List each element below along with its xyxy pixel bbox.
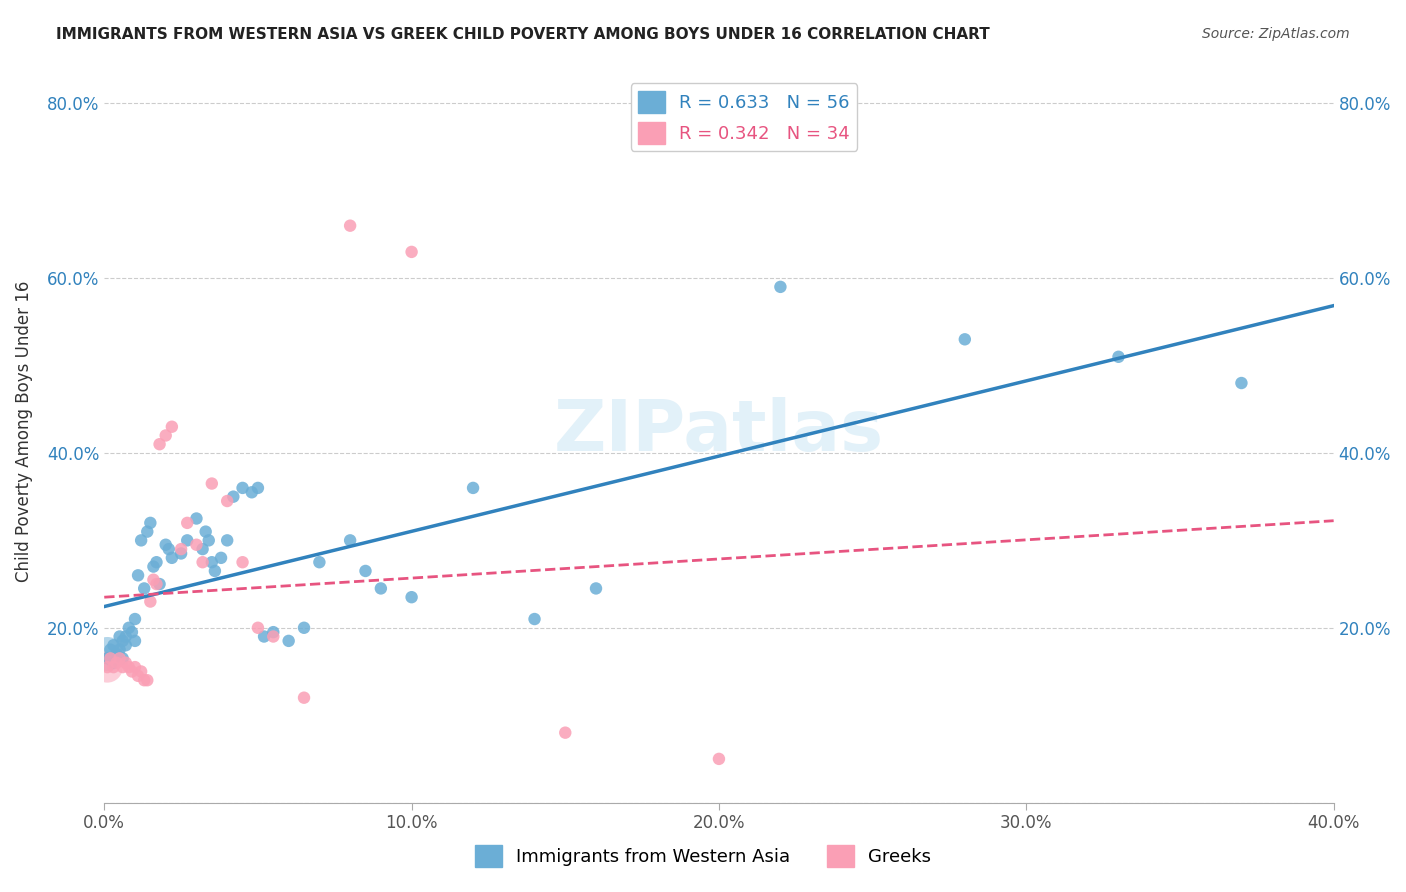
Point: [204, 564, 226, 578]
Point: [585, 582, 607, 596]
Point: [157, 542, 180, 557]
Point: [232, 555, 254, 569]
Point: [1108, 350, 1130, 364]
Point: [114, 630, 136, 644]
Point: [201, 555, 224, 569]
Text: IMMIGRANTS FROM WESTERN ASIA VS GREEK CHILD POVERTY AMONG BOYS UNDER 16 CORRELAT: IMMIGRANTS FROM WESTERN ASIA VS GREEK CH…: [56, 27, 990, 42]
Point: [339, 533, 361, 548]
Point: [124, 633, 146, 648]
Point: [201, 476, 224, 491]
Point: [105, 656, 128, 670]
Point: [217, 494, 239, 508]
Point: [186, 511, 208, 525]
Point: [155, 428, 177, 442]
Point: [103, 660, 125, 674]
Legend: R = 0.633   N = 56, R = 0.342   N = 34: R = 0.633 N = 56, R = 0.342 N = 34: [631, 84, 858, 151]
Point: [160, 550, 183, 565]
Point: [191, 542, 214, 557]
Point: [121, 665, 143, 679]
Point: [769, 280, 792, 294]
Point: [127, 669, 149, 683]
Point: [145, 555, 167, 569]
Point: [209, 550, 232, 565]
Point: [129, 533, 152, 548]
Point: [100, 642, 122, 657]
Point: [142, 573, 165, 587]
Point: [103, 656, 125, 670]
Point: [170, 542, 193, 557]
Point: [277, 633, 299, 648]
Point: [253, 630, 276, 644]
Point: [401, 244, 423, 259]
Point: [121, 625, 143, 640]
Point: [124, 660, 146, 674]
Point: [118, 621, 141, 635]
Point: [246, 481, 269, 495]
Y-axis label: Child Poverty Among Boys Under 16: Child Poverty Among Boys Under 16: [15, 280, 32, 582]
Point: [136, 524, 159, 539]
Point: [401, 590, 423, 604]
Point: [292, 621, 315, 635]
Point: [194, 524, 217, 539]
Point: [136, 673, 159, 688]
Point: [262, 630, 284, 644]
Point: [129, 665, 152, 679]
Point: [108, 642, 131, 657]
Point: [145, 577, 167, 591]
Point: [124, 612, 146, 626]
Point: [134, 673, 156, 688]
Point: [139, 594, 162, 608]
Point: [217, 533, 239, 548]
Point: [111, 633, 134, 648]
Point: [111, 660, 134, 674]
Text: Source: ZipAtlas.com: Source: ZipAtlas.com: [1202, 27, 1350, 41]
Point: [339, 219, 361, 233]
Point: [139, 516, 162, 530]
Point: [354, 564, 377, 578]
Point: [191, 555, 214, 569]
Point: [160, 419, 183, 434]
Point: [370, 582, 392, 596]
Point: [308, 555, 330, 569]
Point: [707, 752, 730, 766]
Point: [105, 647, 128, 661]
Point: [96, 660, 118, 674]
Point: [127, 568, 149, 582]
Point: [461, 481, 484, 495]
Point: [170, 546, 193, 560]
Point: [246, 621, 269, 635]
Point: [232, 481, 254, 495]
Point: [1230, 376, 1253, 390]
Point: [176, 533, 198, 548]
Point: [108, 630, 131, 644]
Point: [292, 690, 315, 705]
Point: [554, 725, 576, 739]
Point: [197, 533, 219, 548]
Point: [134, 582, 156, 596]
Point: [108, 651, 131, 665]
Point: [176, 516, 198, 530]
Point: [240, 485, 263, 500]
Point: [148, 437, 170, 451]
Point: [118, 660, 141, 674]
Point: [262, 625, 284, 640]
Point: [142, 559, 165, 574]
Legend: Immigrants from Western Asia, Greeks: Immigrants from Western Asia, Greeks: [468, 838, 938, 874]
Point: [953, 332, 976, 346]
Point: [148, 577, 170, 591]
Point: [96, 660, 118, 674]
Text: ZIPatlas: ZIPatlas: [554, 397, 884, 466]
Point: [103, 638, 125, 652]
Point: [186, 538, 208, 552]
Point: [114, 656, 136, 670]
Point: [96, 647, 118, 661]
Point: [114, 638, 136, 652]
Point: [96, 651, 118, 665]
Point: [523, 612, 546, 626]
Point: [100, 651, 122, 665]
Point: [111, 651, 134, 665]
Point: [222, 490, 245, 504]
Point: [155, 538, 177, 552]
